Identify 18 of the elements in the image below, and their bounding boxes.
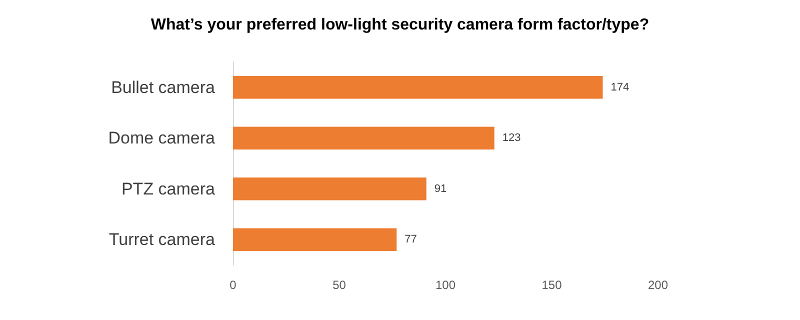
y-tick-label: Turret camera xyxy=(108,230,216,250)
x-tick-label: 100 xyxy=(435,278,456,292)
chart-title: What’s your preferred low-light security camera form factor/type? xyxy=(150,16,650,34)
y-tick-label: Dome camera xyxy=(108,128,216,148)
bar xyxy=(233,76,603,99)
data-label: 123 xyxy=(502,132,521,144)
bar xyxy=(233,228,397,252)
data-label: 77 xyxy=(404,234,417,246)
y-tick-label: PTZ camera xyxy=(121,179,216,198)
data-label: 174 xyxy=(610,81,630,94)
bar xyxy=(233,177,426,200)
x-tick-label: 200 xyxy=(648,278,668,292)
bar xyxy=(233,126,494,150)
data-label: 91 xyxy=(434,182,447,195)
y-tick-label: Bullet camera xyxy=(111,78,216,97)
x-tick-label: 150 xyxy=(542,278,562,292)
x-tick-label: 50 xyxy=(332,278,346,292)
x-tick-label: 0 xyxy=(230,278,237,292)
